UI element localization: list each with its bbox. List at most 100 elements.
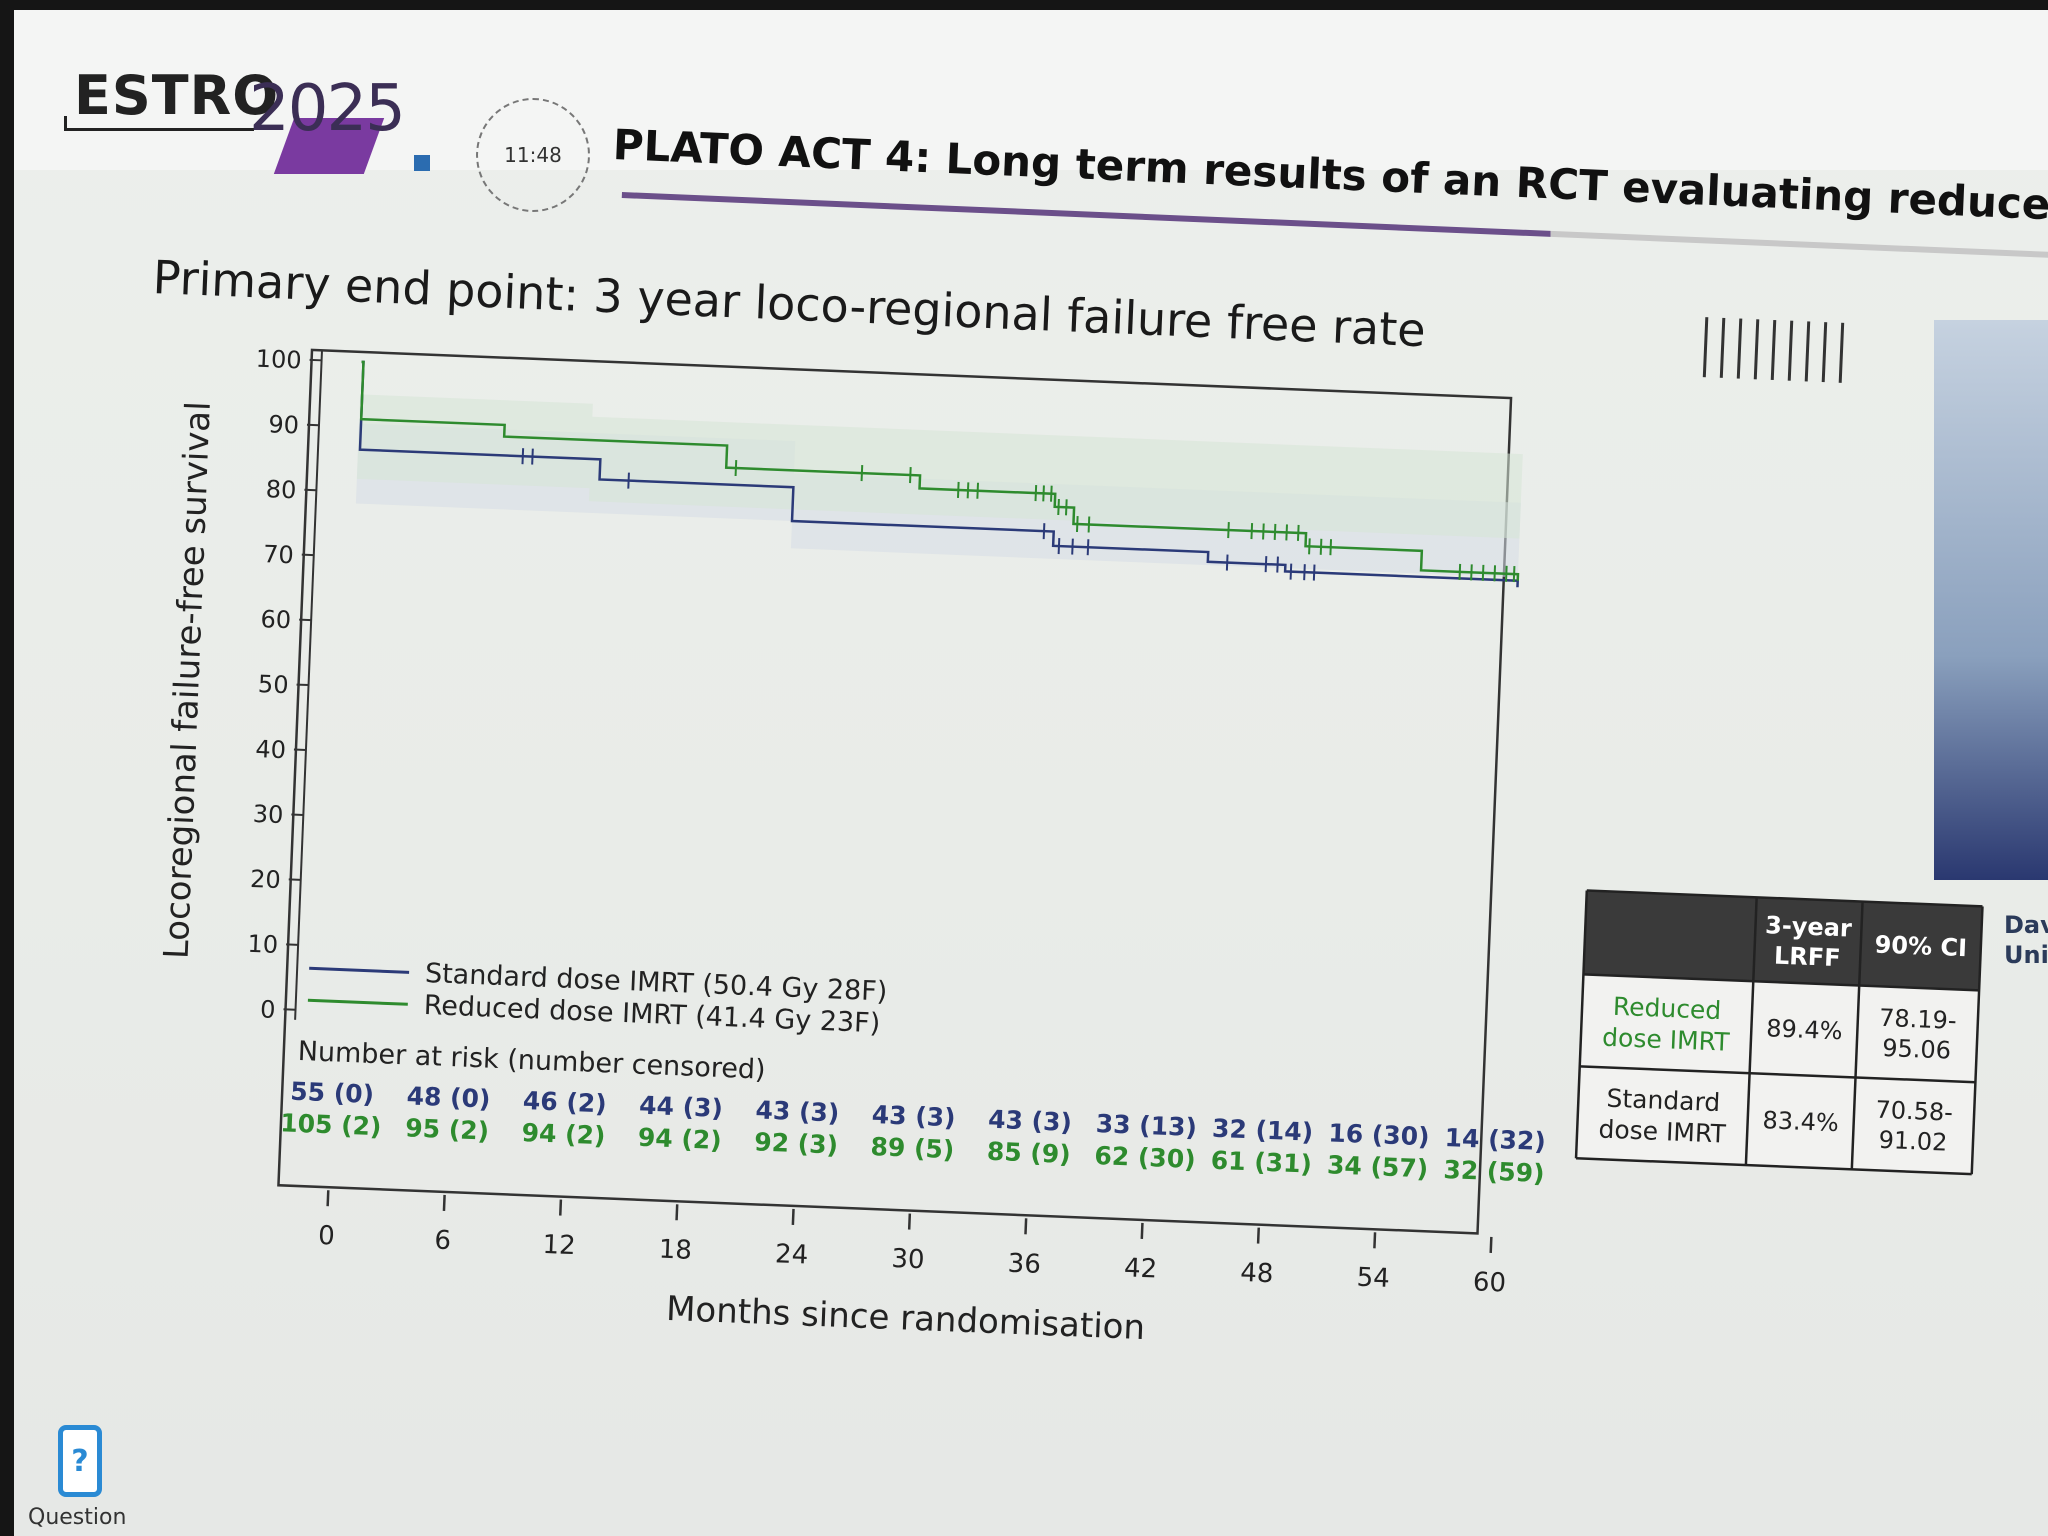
number-at-risk-table: Number at risk (number censored)55 (0)10… bbox=[280, 1036, 1547, 1188]
y-tick-label: 80 bbox=[265, 475, 297, 504]
risk-cell-standard: 43 (3) bbox=[755, 1095, 840, 1127]
censor-mark bbox=[976, 482, 980, 499]
censor-mark bbox=[1276, 556, 1279, 573]
logo-estro-text: ESTRO bbox=[74, 64, 280, 127]
risk-cell-reduced: 85 (9) bbox=[986, 1137, 1071, 1169]
censor-mark bbox=[1285, 524, 1288, 541]
censor-mark bbox=[1273, 523, 1277, 540]
censor-mark bbox=[909, 467, 912, 484]
risk-cell-standard: 16 (30) bbox=[1328, 1118, 1430, 1151]
y-axis-label: Locoregional failure-free survival bbox=[156, 401, 218, 960]
censor-mark bbox=[1250, 522, 1254, 540]
chart-container: 0 10 20 30 40 50 60 70 80 90 100 Locoregional failu… bbox=[14, 10, 2048, 1536]
risk-cell-reduced: 61 (31) bbox=[1210, 1146, 1312, 1179]
censor-mark bbox=[1470, 564, 1473, 581]
x-tick bbox=[1256, 1227, 1260, 1244]
x-tick bbox=[326, 1190, 330, 1207]
plot-frame bbox=[277, 348, 1513, 1235]
censor-mark bbox=[1329, 539, 1333, 556]
y-tick-label: 90 bbox=[268, 410, 300, 439]
censor-mark bbox=[966, 482, 970, 499]
risk-cell-standard: 48 (0) bbox=[406, 1081, 491, 1113]
x-tick-label: 0 bbox=[318, 1221, 336, 1252]
x-tick-label: 6 bbox=[434, 1226, 452, 1257]
risk-cell-standard: 55 (0) bbox=[290, 1077, 375, 1109]
x-tick-label: 42 bbox=[1123, 1253, 1157, 1284]
censor-mark bbox=[1057, 538, 1061, 555]
logo-underline bbox=[64, 128, 254, 131]
ci-bands bbox=[355, 394, 1523, 578]
censor-mark bbox=[1227, 522, 1230, 539]
x-tick-label: 30 bbox=[891, 1244, 925, 1275]
x-axis-label: Months since randomisation bbox=[665, 1289, 1145, 1348]
y-tick-label: 50 bbox=[257, 670, 289, 699]
x-tick bbox=[559, 1199, 563, 1216]
censor-mark bbox=[1303, 564, 1306, 581]
x-tick-label: 36 bbox=[1007, 1249, 1041, 1280]
presentation-slide: ESTRO 2025 11:48 PLATO ACT 4: Long term … bbox=[14, 10, 2048, 1536]
censor-mark bbox=[860, 465, 864, 482]
x-tick bbox=[907, 1213, 912, 1230]
risk-cell-standard: 43 (3) bbox=[871, 1100, 956, 1132]
y-tick-label: 60 bbox=[260, 605, 292, 634]
series-lines bbox=[358, 360, 1520, 588]
risk-cell-standard: 33 (13) bbox=[1095, 1109, 1197, 1142]
x-tick bbox=[675, 1204, 679, 1221]
risk-cell-standard: 14 (32) bbox=[1444, 1123, 1546, 1156]
risk-cell-reduced: 95 (2) bbox=[405, 1113, 490, 1145]
censor-mark bbox=[1312, 564, 1316, 581]
censor-mark bbox=[627, 472, 630, 489]
x-tick bbox=[1489, 1236, 1493, 1254]
risk-cell-reduced: 62 (30) bbox=[1094, 1141, 1196, 1174]
logo-year-text: 2025 bbox=[249, 72, 406, 146]
censor-mark bbox=[1262, 523, 1265, 540]
x-tick-label: 18 bbox=[658, 1235, 692, 1266]
risk-table-heading: Number at risk (number censored) bbox=[297, 1036, 766, 1086]
session-timer: 11:48 bbox=[476, 98, 590, 212]
risk-cell-standard: 44 (3) bbox=[639, 1091, 724, 1123]
censor-mark bbox=[734, 459, 738, 477]
speaker-affiliation-text: Dav Uni bbox=[2004, 910, 2048, 970]
risk-cell-reduced: 34 (57) bbox=[1327, 1150, 1429, 1183]
y-tick-label: 20 bbox=[250, 865, 282, 894]
y-tick-label: 40 bbox=[255, 735, 287, 764]
censor-mark bbox=[1308, 538, 1311, 555]
censor-mark bbox=[1264, 556, 1268, 573]
edge-text-line: Dav bbox=[2004, 911, 2048, 939]
logo-blue-square bbox=[414, 155, 430, 171]
series-line-standard bbox=[358, 360, 1520, 588]
y-tick-label: 0 bbox=[260, 995, 276, 1024]
y-tick-label: 10 bbox=[247, 930, 279, 959]
censor-mark bbox=[956, 481, 960, 499]
legend-swatch bbox=[307, 998, 408, 1006]
speaker-video-panel bbox=[1934, 320, 2048, 880]
x-tick bbox=[1373, 1232, 1377, 1249]
x-tick-label: 12 bbox=[542, 1230, 576, 1261]
censor-mark bbox=[1087, 516, 1091, 533]
question-label: Question bbox=[28, 1505, 127, 1530]
ci-band-1 bbox=[356, 394, 1523, 539]
estro-logo: ESTRO 2025 bbox=[44, 50, 430, 180]
question-button[interactable]: ? Question bbox=[28, 1425, 138, 1535]
y-tick-label: 70 bbox=[263, 540, 295, 569]
censor-mark bbox=[521, 448, 525, 465]
edge-text-line: Uni bbox=[2004, 941, 2048, 969]
censor-mark bbox=[1512, 566, 1516, 583]
censor-mark bbox=[531, 448, 534, 465]
phone-question-icon: ? bbox=[58, 1425, 102, 1497]
x-tick-label: 48 bbox=[1240, 1258, 1274, 1289]
x-tick bbox=[442, 1194, 446, 1211]
risk-cell-reduced: 94 (2) bbox=[521, 1118, 606, 1150]
legend: Standard dose IMRT (50.4 Gy 28F)Reduced … bbox=[307, 958, 888, 1039]
censor-mark bbox=[1065, 499, 1068, 516]
legend-swatch bbox=[309, 966, 410, 974]
x-tick-label: 54 bbox=[1356, 1263, 1390, 1294]
risk-cell-reduced: 94 (2) bbox=[637, 1123, 722, 1155]
x-tick-label: 60 bbox=[1472, 1267, 1506, 1298]
risk-cell-standard: 32 (14) bbox=[1212, 1114, 1314, 1147]
censor-mark bbox=[1296, 524, 1300, 541]
censor-mark bbox=[1057, 498, 1060, 516]
censor-mark bbox=[1458, 563, 1462, 580]
